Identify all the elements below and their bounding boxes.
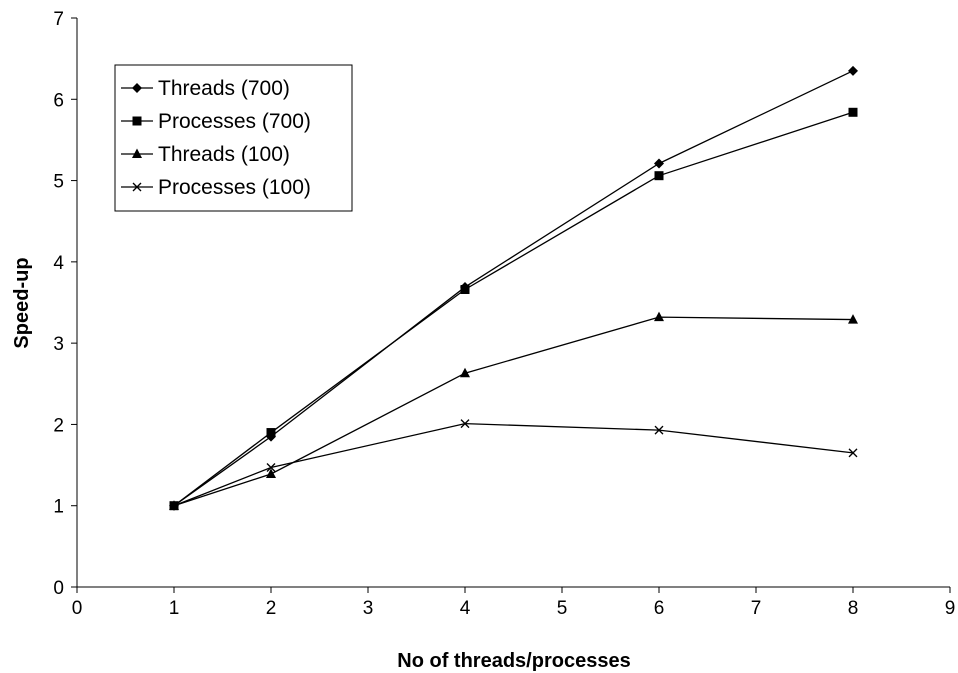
legend-item-threads-700: Threads (700) (121, 77, 290, 100)
y-tick-label: 7 (53, 9, 64, 30)
y-axis-title: Speed-up (11, 257, 33, 348)
legend-marker (132, 83, 142, 93)
data-point-processes-700 (848, 107, 858, 117)
x-tick-label: 5 (557, 598, 568, 619)
legend: Threads (700) Processes (700) Threads (100… (114, 64, 353, 212)
y-tick-label: 4 (53, 253, 64, 274)
legend-item-processes-700: Processes (700) (121, 110, 311, 133)
legend-label: Processes (700) (158, 110, 311, 133)
x-tick-label: 3 (363, 598, 374, 619)
axes: 0 1 2 3 4 5 6 7 8 9 0 1 2 3 4 5 6 7 (53, 9, 955, 619)
data-point-processes-700 (654, 171, 664, 181)
cross-stroke (848, 448, 858, 458)
data-point-processes-700 (460, 284, 470, 294)
x-tick-label: 7 (751, 598, 762, 619)
y-tick-label: 0 (53, 578, 64, 599)
legend-box (114, 64, 353, 212)
legend-label: Processes (100) (158, 176, 311, 199)
y-tick-label: 2 (53, 415, 64, 436)
cross-stroke (266, 463, 276, 472)
legend-label: Threads (100) (158, 143, 290, 166)
x-tick-label: 1 (169, 598, 180, 619)
y-tick-label: 3 (53, 334, 64, 355)
series-line-threads-100 (173, 316, 854, 507)
data-point-processes-100 (266, 463, 276, 472)
y-tick-label: 1 (53, 497, 64, 518)
legend-marker (132, 148, 142, 158)
legend-item-threads-100: Threads (100) (121, 143, 290, 166)
series-layer (169, 65, 858, 511)
cross-stroke (654, 425, 664, 435)
cross-stroke (132, 182, 142, 192)
data-point-processes-700 (266, 428, 276, 438)
legend-marker (132, 116, 142, 126)
x-tick-label: 0 (72, 598, 83, 619)
legend-label: Threads (700) (158, 77, 290, 100)
data-point-threads-100 (654, 311, 664, 322)
x-axis-title: No of threads/processes (397, 650, 630, 672)
data-point-threads-100 (266, 468, 276, 479)
data-point-threads-700 (654, 158, 664, 169)
data-point-processes-100 (460, 419, 470, 429)
x-tick-label: 2 (266, 598, 277, 619)
series-processes-100 (169, 419, 858, 511)
data-point-processes-100 (169, 501, 179, 511)
data-point-threads-100 (460, 367, 470, 378)
data-point-processes-100 (654, 425, 664, 435)
y-tick-label: 6 (53, 90, 64, 111)
data-point-processes-100 (848, 448, 858, 458)
x-tick-label: 9 (945, 598, 956, 619)
series-threads-100 (169, 311, 858, 510)
cross-stroke (169, 501, 179, 511)
x-tick-label: 6 (654, 598, 665, 619)
y-tick-label: 5 (53, 172, 64, 193)
legend-item-processes-100: Processes (100) (121, 176, 311, 199)
series-line-processes-100 (173, 422, 854, 507)
x-tick-label: 8 (848, 598, 859, 619)
data-point-threads-100 (848, 314, 858, 324)
cross-stroke (460, 419, 470, 429)
x-tick-label: 4 (460, 598, 471, 619)
legend-marker (132, 182, 142, 192)
data-point-threads-700 (848, 65, 858, 76)
